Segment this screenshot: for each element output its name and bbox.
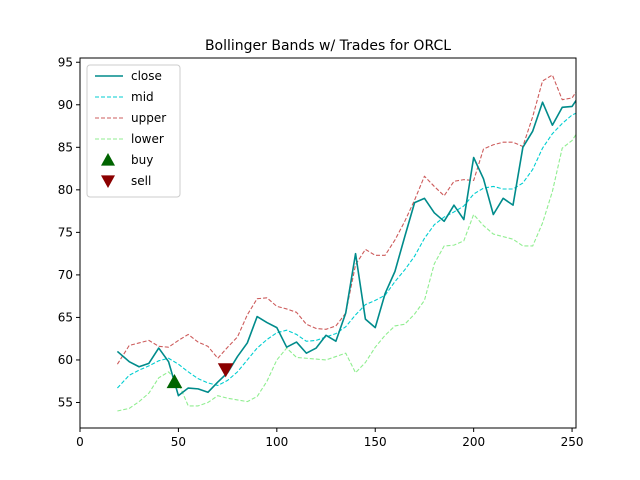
series-upper-line (116, 74, 576, 365)
x-tick-label: 0 (76, 435, 84, 449)
axes: 0 50 100 150 200 250 55 60 65 70 75 80 85 90 95 (58, 55, 584, 449)
sell-marker (217, 363, 234, 378)
chart-title: Bollinger Bands w/ Trades for ORCL (205, 38, 451, 54)
legend-label-close: close (131, 69, 162, 83)
x-tick-label: 200 (462, 435, 485, 449)
x-tick-label: 250 (561, 435, 584, 449)
y-tick-label: 65 (58, 310, 73, 324)
legend: close mid upper lower buy sell (86, 64, 181, 198)
legend-swatch-buy (101, 153, 115, 166)
series-mid-line (116, 112, 576, 389)
series-lower-line (117, 134, 576, 412)
legend-label-buy: buy (131, 153, 153, 167)
buy-marker (166, 374, 183, 389)
y-tick-label: 55 (58, 395, 73, 409)
axes-frame (79, 57, 577, 429)
series-close-line (116, 100, 576, 397)
y-tick-label: 90 (58, 98, 73, 112)
legend-label-sell: sell (131, 174, 151, 188)
y-tick-label: 70 (58, 268, 73, 282)
x-tick-label: 150 (364, 435, 387, 449)
x-tick-label: 50 (171, 435, 186, 449)
x-tick-label: 100 (265, 435, 288, 449)
y-tick-label: 95 (58, 55, 73, 69)
legend-label-mid: mid (131, 90, 154, 104)
legend-swatch-sell (101, 175, 115, 188)
y-tick-label: 75 (58, 225, 73, 239)
plot-area (116, 74, 576, 412)
legend-label-lower: lower (131, 132, 164, 146)
legend-label-upper: upper (131, 111, 166, 125)
y-tick-label: 80 (58, 183, 73, 197)
y-tick-label: 85 (58, 140, 73, 154)
y-tick-label: 60 (58, 353, 73, 367)
